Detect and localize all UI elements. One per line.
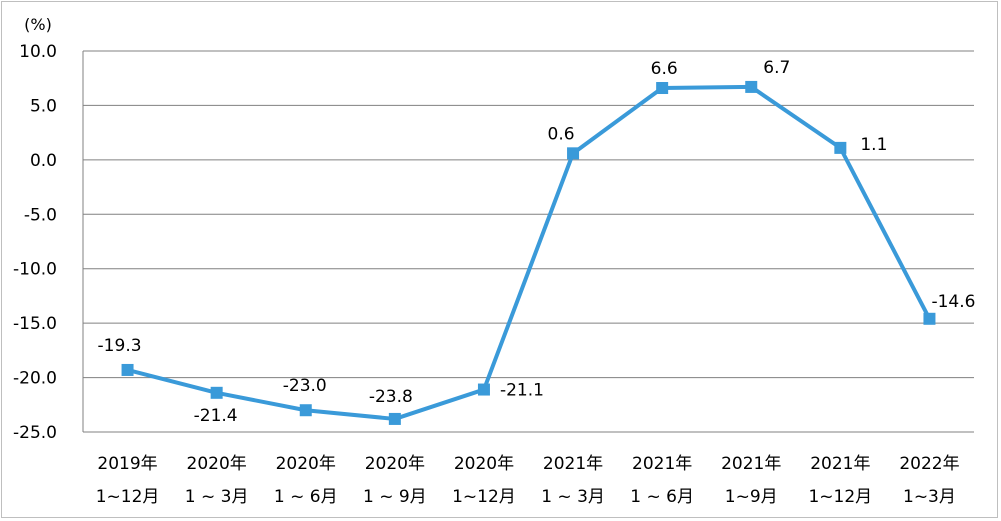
data-label: 6.6 — [651, 59, 678, 79]
data-point-marker — [477, 383, 490, 396]
y-tick-label: 0.0 — [30, 151, 57, 171]
gridlines — [82, 50, 974, 433]
y-tick-label: 5.0 — [30, 96, 57, 116]
data-label: -23.0 — [283, 376, 327, 396]
data-point-marker — [834, 141, 847, 154]
x-category-label: 1 ~ 6月 — [274, 487, 338, 507]
x-category-label: 2021年 — [810, 454, 870, 474]
data-point-marker — [567, 147, 580, 160]
data-point-marker — [656, 82, 669, 95]
data-point-marker — [299, 404, 312, 417]
data-point-marker — [210, 386, 223, 399]
x-category-label: 2022年 — [899, 454, 959, 474]
data-label: -21.4 — [194, 406, 238, 426]
data-point-marker — [121, 363, 134, 376]
x-category-label: 1 ~ 3月 — [185, 487, 249, 507]
series-line-group — [121, 80, 936, 425]
x-category-label: 2020年 — [365, 454, 425, 474]
y-axis-ticks: 10.0 5.0 0.0 -5.0 -10.0 -15.0 -20.0 -25.0 — [13, 42, 57, 443]
y-tick-label: -5.0 — [24, 205, 57, 225]
data-label: 0.6 — [548, 124, 575, 144]
data-label: 6.7 — [763, 58, 790, 78]
x-category-label: 1~9月 — [725, 487, 778, 507]
data-label: -19.3 — [98, 336, 142, 356]
x-category-label: 1~12月 — [808, 487, 872, 507]
data-label: 1.1 — [860, 135, 887, 155]
x-category-label: 2021年 — [543, 454, 603, 474]
x-category-label: 1 ~ 3月 — [541, 487, 605, 507]
x-category-label: 2021年 — [632, 454, 692, 474]
y-unit-label: (%) — [24, 15, 52, 34]
data-label: -23.8 — [369, 387, 413, 407]
x-category-label: 2020年 — [276, 454, 336, 474]
y-tick-label: 10.0 — [19, 42, 57, 62]
y-tick-label: -25.0 — [13, 423, 57, 443]
x-category-label: 2020年 — [187, 454, 247, 474]
series-line — [127, 84, 932, 421]
x-category-label: 1 ~ 9月 — [363, 487, 427, 507]
x-category-label: 1~3月 — [903, 487, 956, 507]
x-category-label: 1 ~ 6月 — [630, 487, 694, 507]
y-tick-label: -15.0 — [13, 314, 57, 334]
x-category-label: 2020年 — [454, 454, 514, 474]
data-point-marker — [745, 80, 758, 93]
x-category-label: 2019年 — [97, 454, 157, 474]
x-category-label: 1~12月 — [452, 487, 516, 507]
data-label: -21.1 — [500, 381, 544, 401]
data-point-marker — [388, 412, 401, 425]
y-tick-label: -20.0 — [13, 369, 57, 389]
data-point-marker — [923, 312, 936, 325]
data-labels: -19.3 -21.4 -23.0 -23.8 -21.1 0.6 6.6 6.7 1.1 -14… — [98, 58, 976, 426]
x-category-label: 2021年 — [721, 454, 781, 474]
x-axis-categories: 2019年 1~12月 2020年 1 ~ 3月 2020年 1 ~ 6月 2020年 1 ~… — [96, 454, 960, 507]
data-label: -14.6 — [931, 292, 975, 312]
x-category-label: 1~12月 — [96, 487, 160, 507]
y-tick-label: -10.0 — [13, 260, 57, 280]
